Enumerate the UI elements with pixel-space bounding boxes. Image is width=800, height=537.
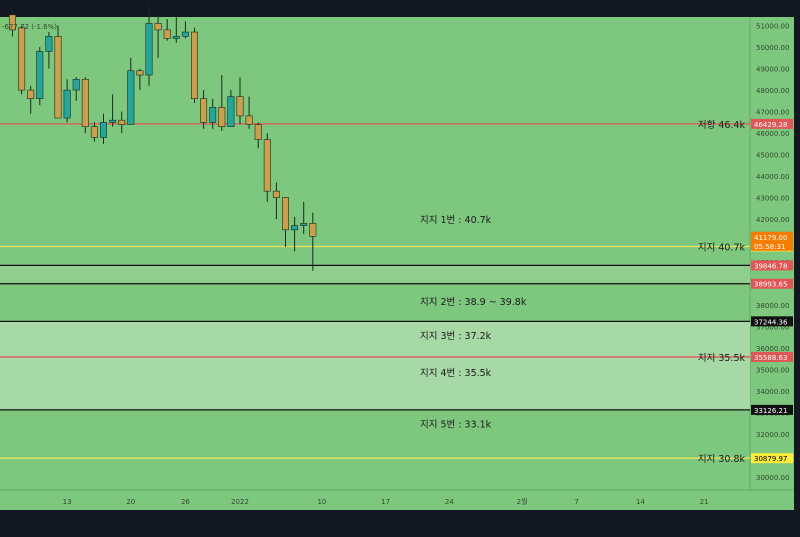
candle[interactable]	[9, 14, 17, 31]
zone-label: 지지 1번 : 40.7k	[420, 215, 492, 226]
price-tick-label: 36000.00	[756, 345, 789, 353]
price-tick-label: 50000.00	[756, 44, 789, 52]
price-tag-text: 38993.65	[754, 281, 787, 289]
price-tag-text: 35588.63	[754, 354, 787, 362]
price-tick-label: 45000.00	[756, 152, 789, 160]
candle[interactable]	[291, 225, 299, 231]
price-tag-text: 46429.28	[754, 121, 787, 129]
price-tick-label: 48000.00	[756, 87, 789, 95]
time-tick-label: 17	[381, 498, 390, 506]
level-label: 지지 35.5k	[698, 353, 746, 364]
candle[interactable]	[263, 139, 271, 192]
current-price-text: 41179.00	[754, 234, 787, 242]
candle[interactable]	[218, 107, 226, 127]
price-tick-label: 43000.00	[756, 195, 789, 203]
time-axis[interactable]	[0, 490, 794, 510]
price-tag[interactable]	[751, 260, 793, 271]
candle[interactable]	[54, 36, 62, 119]
time-tick-label: 20	[126, 498, 135, 506]
candle[interactable]	[81, 79, 89, 127]
price-tag-text: 37244.36	[754, 318, 788, 326]
price-change-label: -677.72 (-1.6%)	[2, 23, 57, 31]
candle[interactable]	[127, 70, 135, 125]
price-tick-label: 51000.00	[756, 23, 789, 31]
price-tick-label: 37000.00	[756, 324, 789, 332]
countdown-text: 05:58:31	[754, 243, 785, 251]
price-tag-text: 30879.97	[754, 455, 787, 463]
zone-label: 지지 4번 : 35.5k	[420, 368, 492, 379]
plot-area[interactable]	[0, 17, 750, 490]
candle[interactable]	[281, 197, 289, 231]
price-tick-label: 44000.00	[756, 173, 789, 181]
candle[interactable]	[309, 223, 317, 237]
price-tick-label: 46000.00	[756, 130, 789, 138]
level-label: 지지 30.8k	[698, 454, 746, 465]
time-tick-label: 26	[181, 498, 190, 506]
zone-label: 지지 2번 : 38.9 ~ 39.8k	[420, 297, 527, 308]
time-tick-label: 13	[63, 498, 72, 506]
time-tick-label: 24	[445, 498, 454, 506]
price-tick-label: 47000.00	[756, 109, 789, 117]
price-tag[interactable]	[751, 316, 793, 327]
time-tick-label: 7	[574, 498, 578, 506]
price-tag-text: 33126.21	[754, 407, 787, 415]
candle[interactable]	[300, 223, 308, 226]
price-tag[interactable]	[751, 118, 793, 129]
price-tick-label: 30000.00	[756, 474, 789, 482]
candle[interactable]	[118, 119, 126, 125]
candle[interactable]	[36, 51, 44, 100]
candle[interactable]	[136, 70, 144, 76]
candle[interactable]	[145, 23, 153, 76]
candle[interactable]	[100, 122, 108, 138]
current-price-tag[interactable]	[751, 231, 793, 251]
candle[interactable]	[254, 124, 262, 140]
zone-label: 지지 3번 : 37.2k	[420, 331, 492, 342]
candle[interactable]	[236, 96, 244, 117]
candle[interactable]	[245, 115, 253, 125]
level-label: 지지 40.7k	[698, 242, 746, 253]
candle[interactable]	[18, 27, 26, 91]
candle[interactable]	[181, 31, 189, 37]
price-tag[interactable]	[751, 453, 793, 464]
candle[interactable]	[227, 96, 235, 127]
price-tick-label: 32000.00	[756, 431, 789, 439]
candle[interactable]	[72, 79, 80, 91]
time-tick-label: 10	[317, 498, 326, 506]
candle[interactable]	[163, 29, 171, 39]
price-tag[interactable]	[751, 404, 793, 415]
candle[interactable]	[172, 36, 180, 39]
time-tick-label: 21	[700, 498, 709, 506]
candle[interactable]	[272, 190, 280, 198]
candle[interactable]	[27, 89, 35, 99]
candle[interactable]	[90, 126, 98, 138]
candle[interactable]	[109, 119, 117, 123]
candle[interactable]	[45, 36, 53, 52]
candle[interactable]	[63, 89, 71, 119]
price-tag[interactable]	[751, 278, 793, 289]
level-label: 저항 46.4k	[698, 120, 746, 131]
time-tick-label: 2022	[231, 498, 249, 506]
zone-band-2	[0, 265, 750, 284]
candle[interactable]	[200, 98, 208, 123]
time-tick-label: 2월	[517, 497, 528, 506]
candle[interactable]	[154, 23, 162, 31]
price-tick-label: 42000.00	[756, 216, 789, 224]
zone-band-3-4	[0, 321, 750, 410]
price-tick-label: 34000.00	[756, 388, 789, 396]
zone-label: 지지 5번 : 33.1k	[420, 419, 492, 430]
time-tick-label: 14	[636, 498, 645, 506]
price-tag-text: 39846.78	[754, 262, 787, 270]
price-tick-label: 35000.00	[756, 367, 789, 375]
price-tick-label: 38000.00	[756, 302, 789, 310]
price-tag[interactable]	[751, 351, 793, 362]
candle[interactable]	[191, 31, 199, 100]
candle[interactable]	[209, 107, 217, 123]
price-tick-label: 49000.00	[756, 66, 789, 74]
